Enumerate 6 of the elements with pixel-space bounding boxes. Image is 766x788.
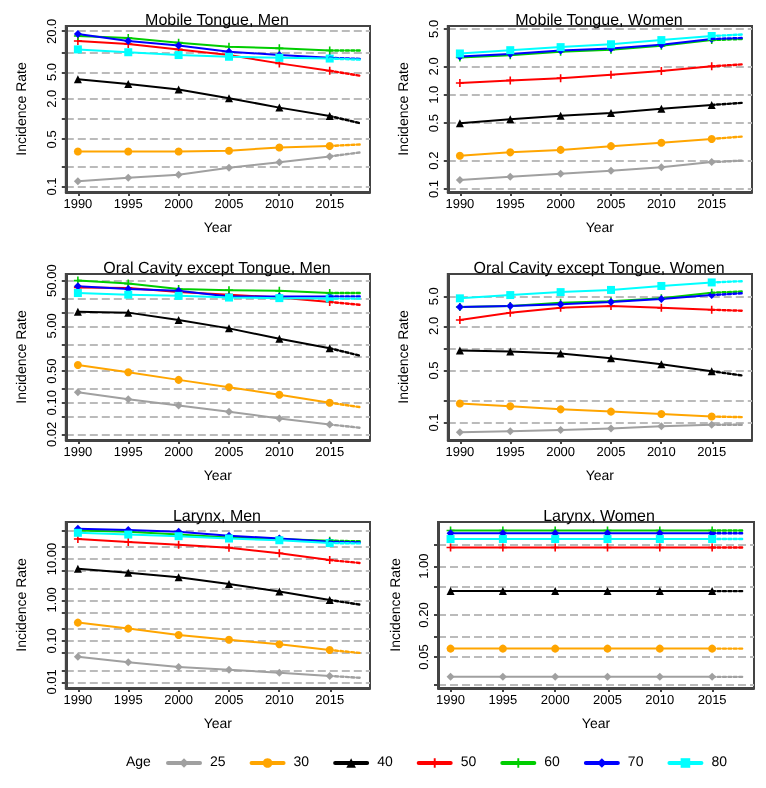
chart-title: Oral Cavity except Tongue, Men bbox=[103, 259, 331, 277]
chart-title: Larynx, Men bbox=[172, 507, 262, 525]
chart-title: Mobile Tongue, Men bbox=[145, 11, 289, 29]
chart-title: Larynx, Women bbox=[543, 507, 655, 525]
chart-title: Oral Cavity except Tongue, Women bbox=[473, 259, 725, 277]
chart-title: Mobile Tongue, Women bbox=[515, 11, 683, 29]
